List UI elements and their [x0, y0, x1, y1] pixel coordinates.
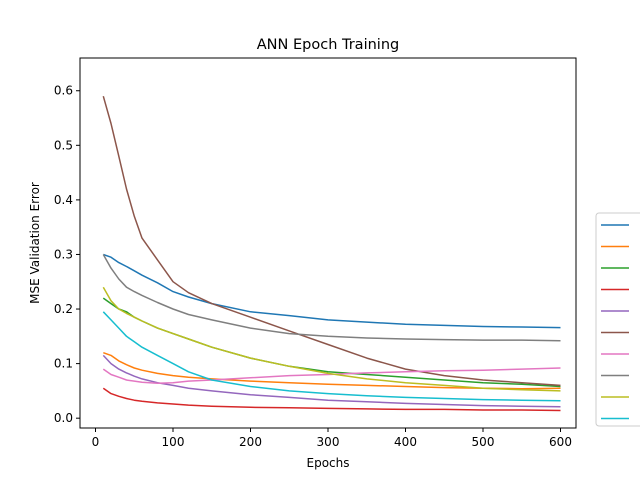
series-line-5	[102, 354, 561, 408]
y-tick-label: 0.2	[54, 302, 73, 316]
series-line-6	[102, 95, 561, 387]
x-tick-label: 300	[317, 435, 340, 449]
chart-title: ANN Epoch Training	[257, 37, 399, 53]
x-tick-label: 600	[549, 435, 572, 449]
series-line-9	[102, 286, 561, 392]
x-tick-label: 400	[394, 435, 417, 449]
plot-lines	[102, 95, 561, 412]
y-axis-label: MSE Validation Error	[28, 182, 42, 304]
x-tick-label: 100	[162, 435, 185, 449]
x-tick-label: 200	[239, 435, 262, 449]
y-tick-label: 0.0	[54, 411, 73, 425]
y-axis: 0.0 0.1 0.2 0.3 0.4 0.5 0.6	[54, 84, 80, 425]
series-line-8	[102, 254, 561, 342]
x-tick-label: 500	[472, 435, 495, 449]
x-axis-label: Epochs	[307, 456, 350, 470]
series-line-10	[102, 311, 561, 402]
series-line-2	[103, 351, 561, 390]
y-tick-label: 0.1	[54, 357, 73, 371]
x-axis: 0 100 200 300 400 500 600	[92, 428, 572, 449]
x-tick-label: 0	[92, 435, 100, 449]
y-tick-label: 0.4	[54, 193, 73, 207]
y-tick-label: 0.3	[54, 247, 73, 261]
series-line-4	[102, 387, 561, 412]
legend	[595, 212, 640, 427]
y-tick-label: 0.6	[54, 84, 73, 98]
y-tick-label: 0.5	[54, 138, 73, 152]
series-line-1	[103, 253, 561, 329]
legend-box	[595, 212, 640, 427]
